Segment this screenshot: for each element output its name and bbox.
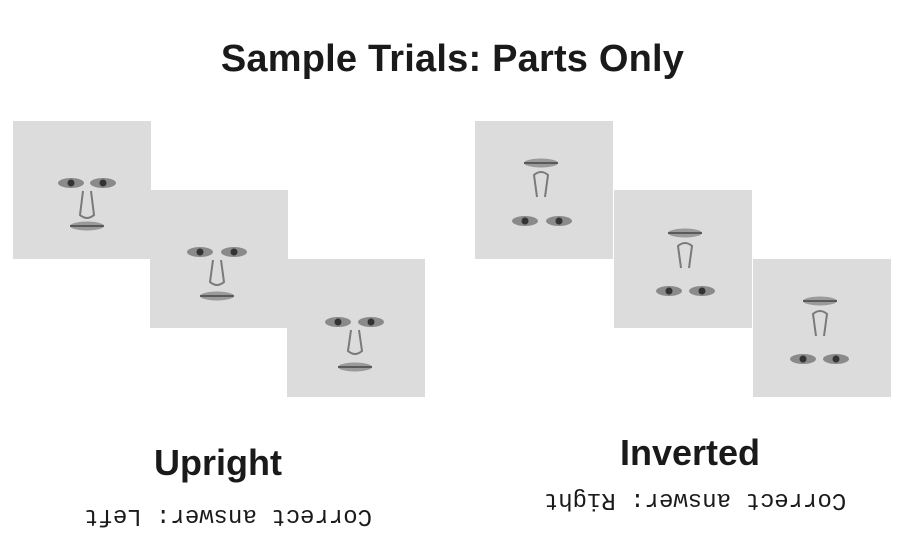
face-parts-icon — [187, 247, 247, 301]
answer-text-inverted: Correct answer: Right — [540, 486, 850, 513]
face-parts-icon — [58, 178, 116, 231]
face-panel-inverted-1 — [475, 121, 613, 259]
face-panel-inverted-2 — [614, 190, 752, 328]
face-panel-upright-3 — [287, 259, 425, 397]
face-parts-icon — [656, 229, 715, 297]
answer-text-upright: Correct answer: Left — [78, 502, 378, 529]
face-panel-upright-2 — [150, 190, 288, 328]
group-label-upright: Upright — [118, 442, 318, 484]
face-parts-icon — [325, 317, 384, 372]
slide-title: Sample Trials: Parts Only — [0, 38, 905, 81]
group-label-inverted: Inverted — [590, 432, 790, 474]
face-parts-icon — [512, 159, 572, 227]
face-parts-icon — [790, 297, 849, 365]
face-panel-upright-1 — [13, 121, 151, 259]
face-panel-inverted-3 — [753, 259, 891, 397]
